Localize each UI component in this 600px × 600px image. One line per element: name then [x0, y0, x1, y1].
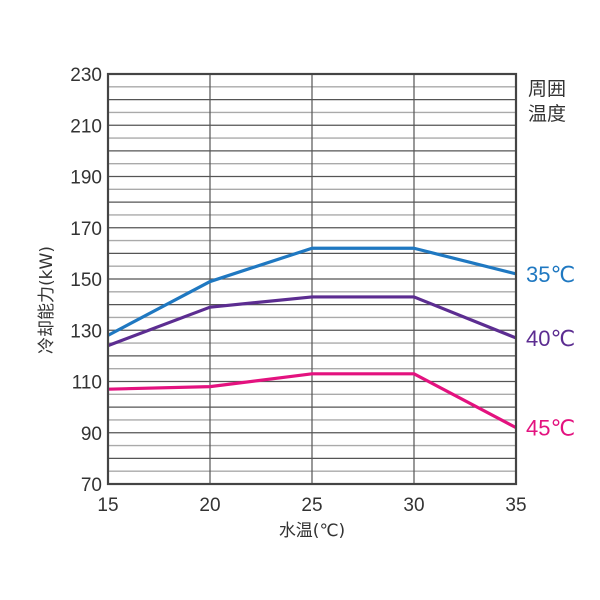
y-tick-label: 90: [81, 424, 102, 445]
y-tick-label: 150: [70, 270, 102, 291]
grid-lines: [108, 74, 516, 484]
series-line-40c: [107, 295, 517, 348]
legend-label: 45℃: [526, 416, 575, 441]
x-tick-label: 15: [97, 495, 118, 516]
series-lines: [107, 246, 517, 430]
y-axis-title: 冷却能力(kW): [37, 246, 57, 354]
x-tick-label: 20: [199, 495, 220, 516]
y-axis-ticks: 70 90 110 130 150 170 190 210 230: [70, 65, 102, 496]
x-tick-label: 25: [301, 495, 322, 516]
y-tick-label: 210: [70, 116, 102, 137]
series-line-35c: [107, 246, 517, 337]
x-tick-label: 30: [403, 495, 424, 516]
legend: 35℃ 40℃ 45℃: [526, 262, 575, 441]
y-tick-label: 170: [70, 219, 102, 240]
x-axis-ticks: 15 20 25 30 35: [97, 495, 526, 516]
x-axis-title: 水温(℃): [279, 521, 345, 541]
x-tick-label: 35: [505, 495, 526, 516]
y-tick-label: 70: [81, 475, 102, 496]
y-tick-label: 130: [70, 321, 102, 342]
legend-label: 35℃: [526, 262, 575, 287]
legend-title-line-2: 温度: [528, 103, 566, 125]
y-tick-label: 230: [70, 65, 102, 86]
legend-title-line-1: 周囲: [528, 78, 566, 100]
y-tick-label: 110: [72, 373, 102, 394]
legend-label: 40℃: [526, 326, 575, 351]
series-line-45c: [107, 372, 517, 430]
y-tick-label: 190: [70, 168, 102, 189]
plot-frame: [106, 72, 518, 486]
